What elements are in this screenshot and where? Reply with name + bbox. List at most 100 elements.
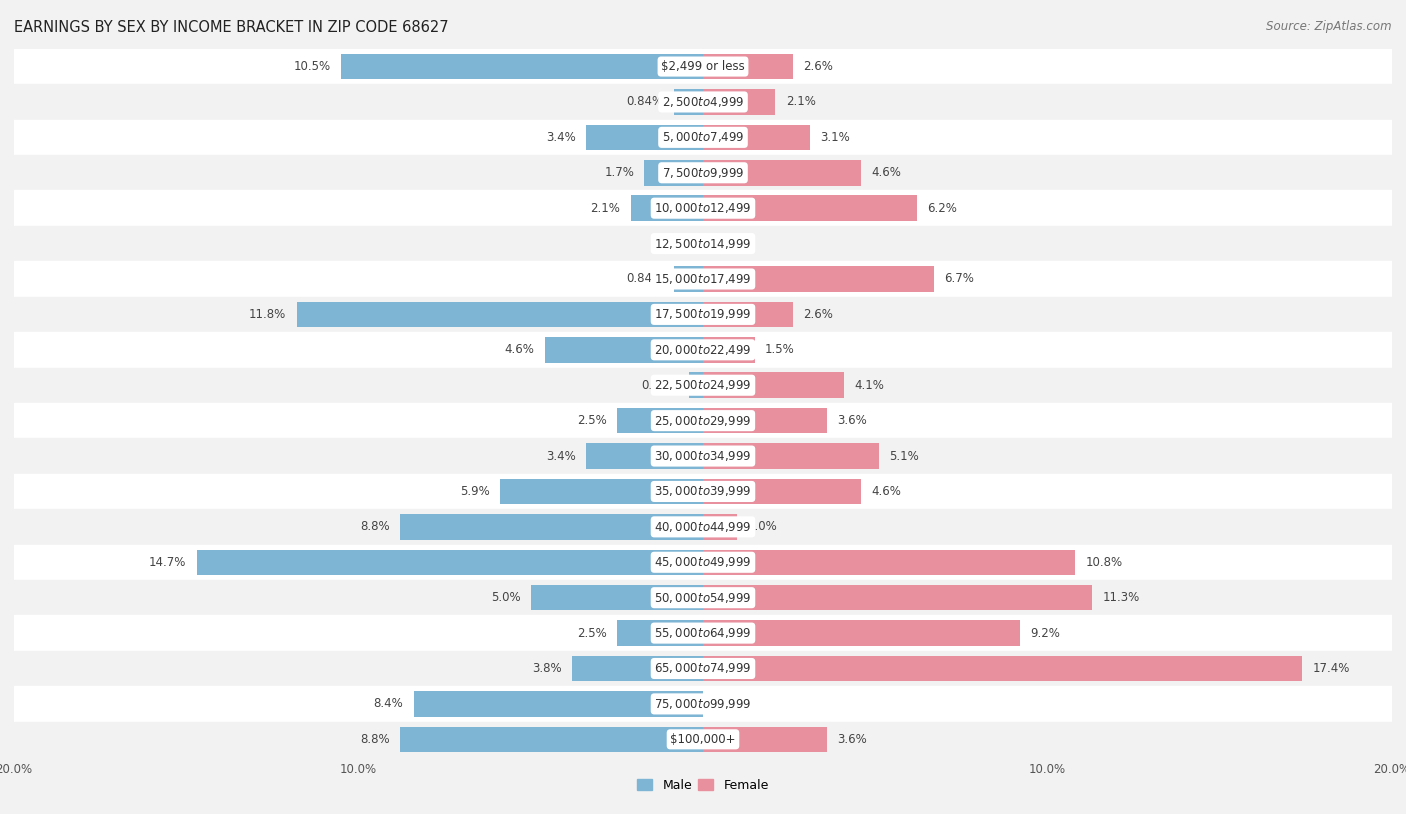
Bar (703, 302, 793, 327)
Bar (14, 49, 1392, 84)
Bar (703, 656, 1302, 681)
Text: EARNINGS BY SEX BY INCOME BRACKET IN ZIP CODE 68627: EARNINGS BY SEX BY INCOME BRACKET IN ZIP… (14, 20, 449, 35)
Text: $5,000 to $7,499: $5,000 to $7,499 (662, 130, 744, 144)
Bar (703, 160, 862, 186)
Text: $17,500 to $19,999: $17,500 to $19,999 (654, 308, 752, 322)
Text: $75,000 to $99,999: $75,000 to $99,999 (654, 697, 752, 711)
Text: 6.2%: 6.2% (927, 202, 956, 215)
Text: 0.0%: 0.0% (713, 698, 742, 711)
Bar (14, 615, 1392, 650)
Text: $65,000 to $74,999: $65,000 to $74,999 (654, 662, 752, 676)
Text: $40,000 to $44,999: $40,000 to $44,999 (654, 520, 752, 534)
Text: 0.0%: 0.0% (713, 237, 742, 250)
Bar (703, 620, 1019, 646)
Text: 17.4%: 17.4% (1313, 662, 1350, 675)
Text: 11.3%: 11.3% (1102, 591, 1140, 604)
Text: 0.0%: 0.0% (664, 237, 693, 250)
Text: 1.0%: 1.0% (748, 520, 778, 533)
Bar (399, 514, 703, 540)
Text: 5.1%: 5.1% (889, 449, 918, 462)
Text: $2,499 or less: $2,499 or less (661, 60, 745, 73)
Text: 2.5%: 2.5% (576, 627, 606, 640)
Text: 1.7%: 1.7% (605, 166, 634, 179)
Text: 4.1%: 4.1% (855, 379, 884, 392)
Legend: Male, Female: Male, Female (633, 774, 773, 797)
Text: 3.4%: 3.4% (546, 449, 575, 462)
Text: 3.8%: 3.8% (531, 662, 562, 675)
Text: 8.8%: 8.8% (360, 520, 389, 533)
Bar (703, 444, 879, 469)
Text: 3.4%: 3.4% (546, 131, 575, 144)
Bar (586, 125, 703, 150)
Text: 2.6%: 2.6% (803, 60, 832, 73)
Bar (14, 438, 1392, 474)
Bar (631, 195, 703, 221)
Bar (14, 190, 1392, 225)
Bar (14, 225, 1392, 261)
Text: $2,500 to $4,999: $2,500 to $4,999 (662, 95, 744, 109)
Bar (703, 373, 844, 398)
Text: 0.84%: 0.84% (627, 95, 664, 108)
Bar (14, 510, 1392, 545)
Bar (673, 90, 703, 115)
Bar (413, 691, 703, 716)
Text: $10,000 to $12,499: $10,000 to $12,499 (654, 201, 752, 215)
Bar (14, 686, 1392, 721)
Text: $35,000 to $39,999: $35,000 to $39,999 (654, 484, 752, 498)
Text: 4.6%: 4.6% (505, 344, 534, 357)
Bar (14, 332, 1392, 368)
Bar (197, 549, 703, 575)
Text: Source: ZipAtlas.com: Source: ZipAtlas.com (1267, 20, 1392, 33)
Text: 11.8%: 11.8% (249, 308, 287, 321)
Text: $25,000 to $29,999: $25,000 to $29,999 (654, 414, 752, 427)
Text: 1.5%: 1.5% (765, 344, 794, 357)
Text: $100,000+: $100,000+ (671, 733, 735, 746)
Text: $20,000 to $22,499: $20,000 to $22,499 (654, 343, 752, 357)
Bar (703, 266, 934, 291)
Bar (14, 403, 1392, 438)
Bar (617, 408, 703, 433)
Text: $30,000 to $34,999: $30,000 to $34,999 (654, 449, 752, 463)
Bar (703, 514, 738, 540)
Bar (14, 368, 1392, 403)
Text: 5.0%: 5.0% (491, 591, 520, 604)
Text: $45,000 to $49,999: $45,000 to $49,999 (654, 555, 752, 569)
Bar (572, 656, 703, 681)
Text: $12,500 to $14,999: $12,500 to $14,999 (654, 237, 752, 251)
Bar (14, 296, 1392, 332)
Text: 0.84%: 0.84% (627, 273, 664, 286)
Bar (14, 580, 1392, 615)
Bar (14, 261, 1392, 296)
Bar (297, 302, 703, 327)
Text: 3.1%: 3.1% (820, 131, 849, 144)
Text: 14.7%: 14.7% (149, 556, 186, 569)
Text: 0.42%: 0.42% (641, 379, 678, 392)
Text: 2.1%: 2.1% (591, 202, 620, 215)
Bar (14, 155, 1392, 190)
Bar (673, 266, 703, 291)
Bar (499, 479, 703, 504)
Text: 3.6%: 3.6% (838, 733, 868, 746)
Bar (586, 444, 703, 469)
Text: 2.1%: 2.1% (786, 95, 815, 108)
Bar (14, 721, 1392, 757)
Text: 2.5%: 2.5% (576, 414, 606, 427)
Text: $22,500 to $24,999: $22,500 to $24,999 (654, 379, 752, 392)
Bar (14, 474, 1392, 510)
Text: 4.6%: 4.6% (872, 485, 901, 498)
Bar (703, 585, 1092, 610)
Bar (644, 160, 703, 186)
Bar (703, 408, 827, 433)
Bar (703, 727, 827, 752)
Text: 6.7%: 6.7% (945, 273, 974, 286)
Bar (14, 545, 1392, 580)
Bar (342, 54, 703, 79)
Text: $15,000 to $17,499: $15,000 to $17,499 (654, 272, 752, 286)
Text: 5.9%: 5.9% (460, 485, 489, 498)
Text: 2.6%: 2.6% (803, 308, 832, 321)
Bar (617, 620, 703, 646)
Bar (531, 585, 703, 610)
Text: 8.8%: 8.8% (360, 733, 389, 746)
Bar (703, 125, 810, 150)
Text: 3.6%: 3.6% (838, 414, 868, 427)
